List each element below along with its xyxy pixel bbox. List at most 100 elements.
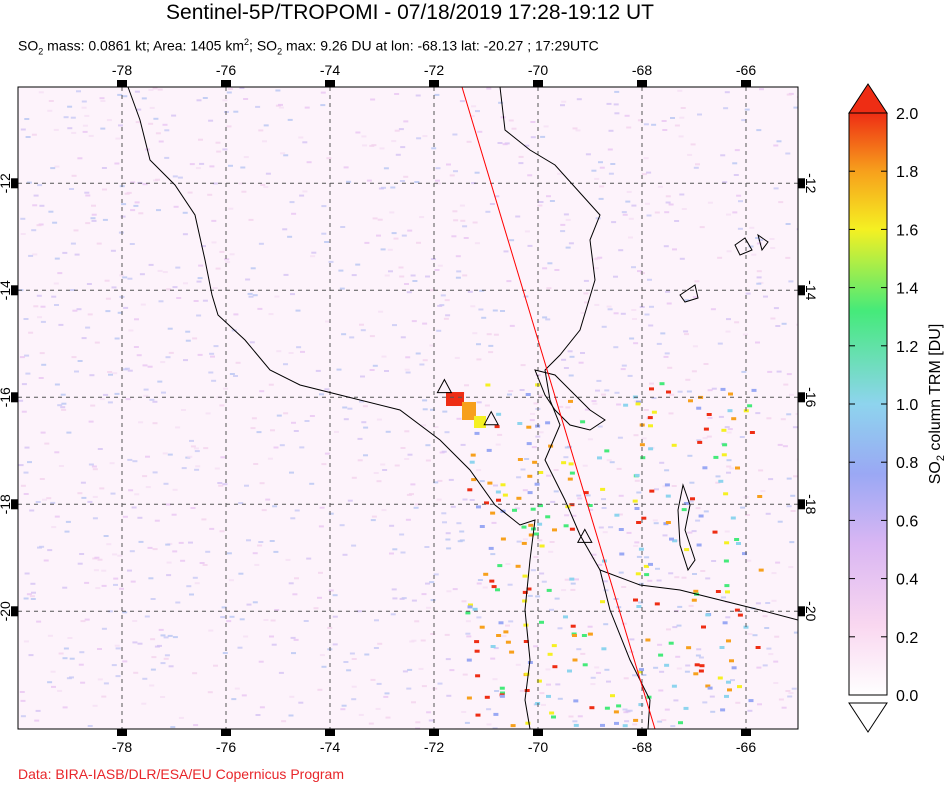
so2-pixel [228,164,233,167]
so2-pixel [539,544,545,548]
so2-pixel [664,211,670,214]
so2-pixel [456,522,462,525]
so2-pixel [498,621,504,625]
so2-pixel [594,666,600,669]
so2-pixel [636,605,642,608]
so2-pixel [712,530,718,534]
so2-pixel [738,200,743,203]
so2-pixel [403,120,409,123]
so2-pixel [475,674,481,678]
latitude-label-left: -20 [0,601,13,621]
so2-pixel [600,487,606,491]
so2-pixel [459,204,465,207]
so2-pixel [526,442,532,446]
so2-pixel [398,128,404,131]
so2-pixel [192,337,198,340]
so2-pixel [582,464,588,467]
so2-pixel [505,624,510,627]
so2-pixel [435,167,441,170]
so2-pixel [636,491,642,494]
so2-pixel [534,482,540,486]
so2-pixel [648,324,654,327]
so2-pixel [565,218,571,221]
so2-pixel [785,223,791,225]
so2-pixel [691,598,697,602]
so2-pixel [291,421,296,424]
so2-pixel [492,309,498,312]
so2-pixel [36,294,42,297]
so2-pixel [320,104,326,107]
so2-pixel [543,125,549,128]
so2-pixel [550,500,556,503]
so2-pixel [193,300,199,302]
so2-pixel [660,332,666,335]
so2-pixel [89,374,95,377]
tick-mark [798,606,805,617]
so2-pixel [276,350,282,353]
so2-pixel [38,377,44,379]
so2-pixel [414,503,420,506]
so2-pixel [497,142,503,144]
so2-pixel [529,419,535,422]
so2-pixel [466,658,472,662]
so2-pixel [479,625,485,629]
so2-pixel [229,253,235,256]
so2-pixel [414,181,420,183]
so2-pixel [757,703,762,706]
so2-pixel [346,669,352,672]
so2-pixel [668,412,674,415]
so2-pixel [383,167,389,170]
so2-pixel [461,600,467,603]
so2-pixel [216,150,222,153]
volcano-markers [436,378,593,543]
so2-pixel [148,122,154,125]
so2-pixel [644,202,650,205]
so2-pixel [730,679,735,682]
tick-mark [533,80,543,87]
so2-pixel [508,119,514,122]
so2-pixel [424,546,430,548]
so2-pixel [101,569,107,572]
so2-pixel [572,634,577,637]
so2-pixel [666,390,671,394]
so2-pixel [552,528,557,532]
so2-pixel [24,572,30,575]
so2-pixel [742,552,747,556]
so2-pixel [166,574,172,577]
so2-pixel [606,305,612,308]
so2-pixel [134,90,140,93]
so2-pixel [584,408,590,411]
so2-pixel [734,149,740,152]
so2-pixel [664,352,670,355]
so2-pixel [306,161,312,164]
so2-pixel [725,616,731,619]
so2-pixel [545,515,551,519]
so2-pixel [282,228,288,231]
so2-pixel [294,577,299,580]
so2-pixel [730,516,736,520]
so2-pixel [497,433,503,436]
so2-pixel [715,475,721,478]
so2-pixel [233,313,239,316]
so2-pixel [405,356,411,359]
so2-pixel [108,373,113,376]
so2-pixel [220,456,226,459]
so2-pixel [54,257,60,260]
so2-pixel [150,598,156,600]
so2-pixel [291,652,296,655]
so2-pixel [195,167,201,170]
so2-pixel [751,253,757,256]
so2-pixel [486,708,492,711]
so2-pixel [623,403,629,407]
so2-pixel [671,485,677,487]
so2-pixel [141,97,147,100]
so2-pixel [737,685,742,689]
so2-pixel [622,213,628,216]
so2-pixel [426,711,432,714]
so2-pixel [445,314,451,317]
so2-pixel [142,183,148,186]
so2-pixel [766,417,772,420]
so2-pixel [476,401,482,404]
so2-pixel [554,269,560,271]
so2-pixel [23,318,29,320]
